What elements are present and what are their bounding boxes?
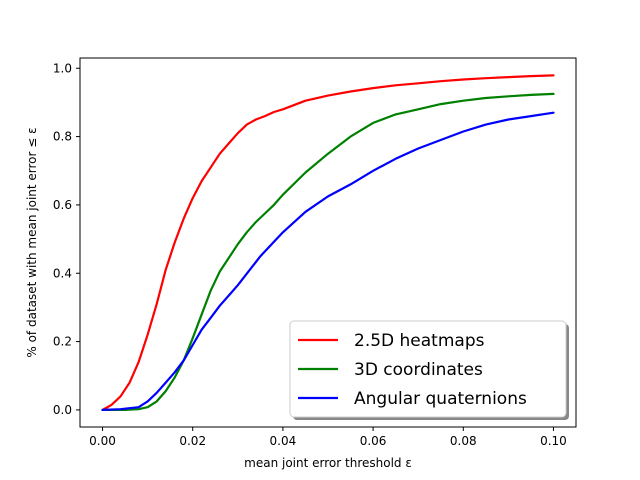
plot-frame bbox=[79, 57, 577, 428]
series-line-2-5d-heatmaps bbox=[101, 74, 555, 411]
series-line-3d-coordinates bbox=[101, 92, 555, 411]
series-layer bbox=[101, 74, 555, 411]
ticks-layer: 0.00 0.02 0.04 0.06 0.08 0.10 0.0 0.2 0.4 0.6 0.8 1… bbox=[53, 61, 567, 448]
series-line-angular-quaternions bbox=[101, 111, 555, 411]
legend-label: Angular quaternions bbox=[354, 389, 527, 409]
x-tick-label: 0.00 bbox=[89, 434, 116, 448]
y-tick-label: 0.0 bbox=[53, 403, 72, 417]
y-tick-label: 1.0 bbox=[53, 61, 72, 75]
y-tick-label: 0.8 bbox=[53, 130, 72, 144]
legend: 2.5D heatmaps 3D coordinates Angular quate… bbox=[289, 320, 569, 420]
legend-label: 2.5D heatmaps bbox=[354, 331, 485, 351]
x-tick-label: 0.06 bbox=[360, 434, 387, 448]
x-tick-label: 0.10 bbox=[540, 434, 567, 448]
y-tick-label: 0.4 bbox=[53, 266, 72, 280]
legend-box bbox=[289, 320, 567, 418]
legend-label: 3D coordinates bbox=[354, 360, 483, 380]
y-tick-label: 0.6 bbox=[53, 198, 72, 212]
x-axis-label: mean joint error threshold ε bbox=[244, 456, 412, 470]
x-tick-label: 0.02 bbox=[179, 434, 206, 448]
x-tick-label: 0.08 bbox=[450, 434, 477, 448]
y-tick-label: 0.2 bbox=[53, 335, 72, 349]
x-tick-label: 0.04 bbox=[270, 434, 297, 448]
y-axis-label: % of dataset with mean joint error ≤ ε bbox=[25, 127, 39, 357]
